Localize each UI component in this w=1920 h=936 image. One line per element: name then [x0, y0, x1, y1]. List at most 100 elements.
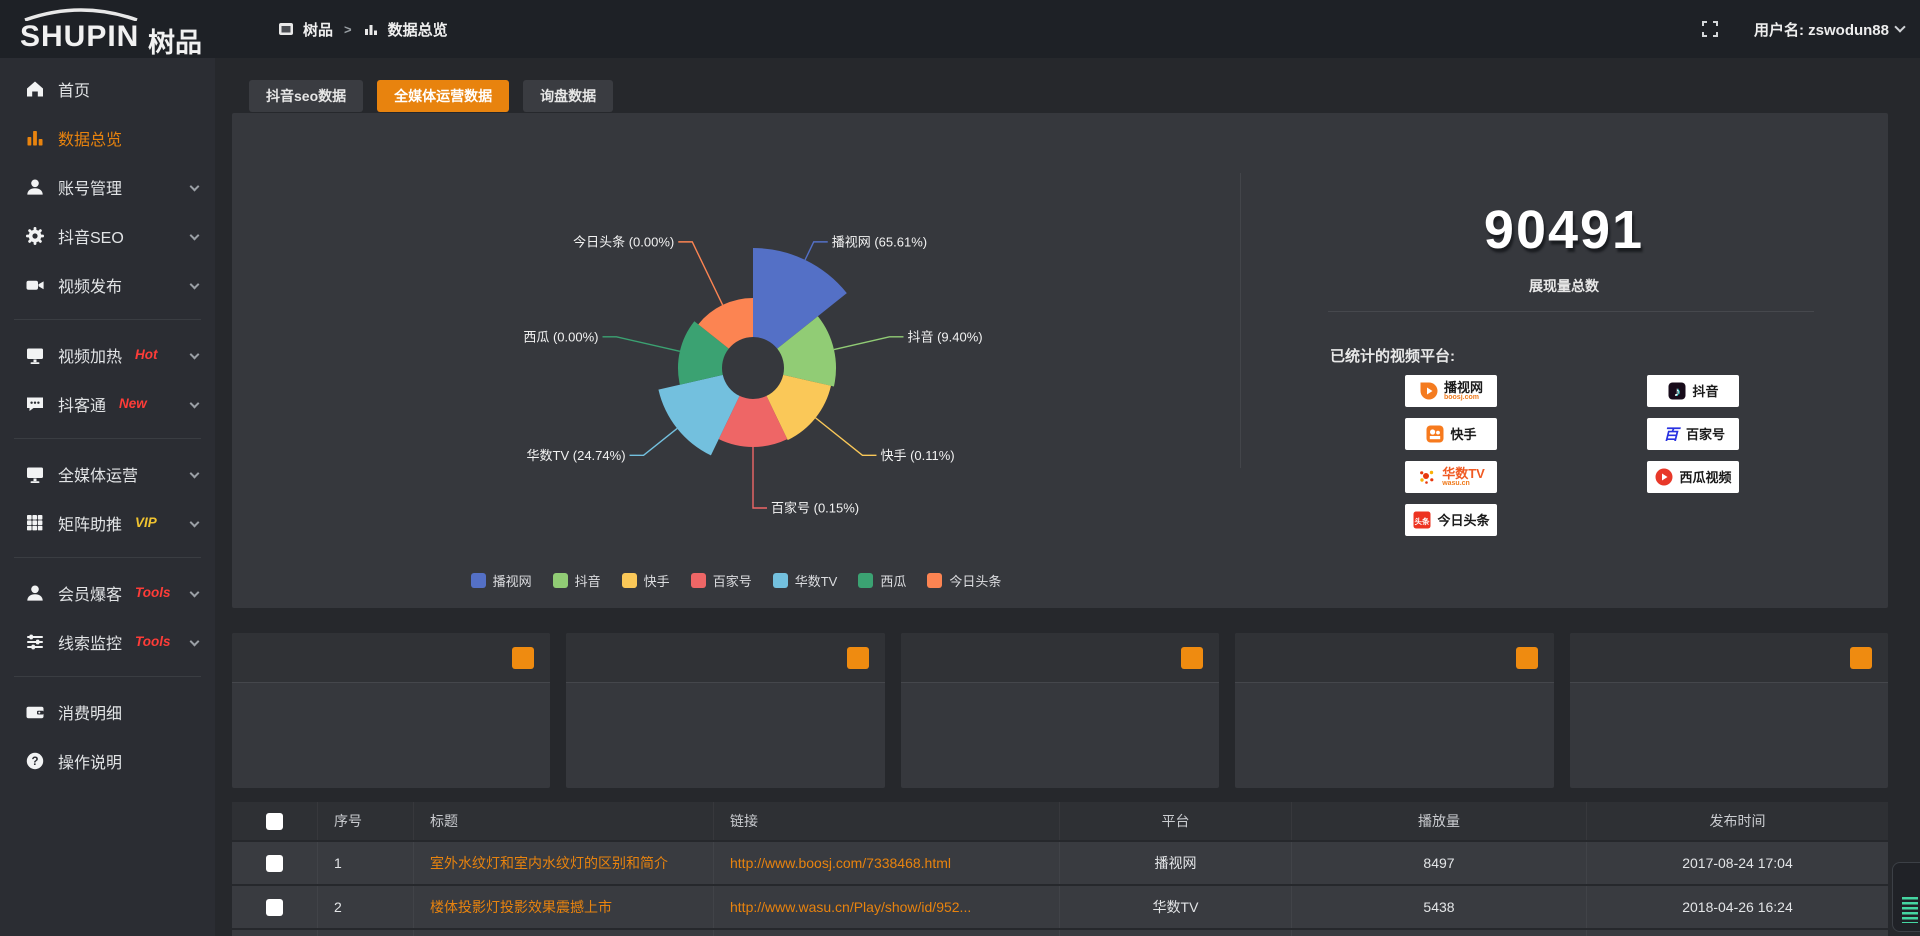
stat-card-1 — [232, 633, 551, 788]
pie-slice-今日头条[interactable] — [698, 298, 753, 349]
breadcrumb: 树品 > 数据总览 — [278, 0, 448, 58]
legend-item-百家号[interactable]: 百家号 — [690, 571, 752, 590]
legend-item-西瓜[interactable]: 西瓜 — [858, 571, 906, 590]
legend-item-华数TV[interactable]: 华数TV — [772, 571, 838, 590]
sidebar-item-12[interactable]: 消费明细 — [0, 687, 215, 736]
cell-title[interactable]: 室外水纹灯和室内水纹灯的区别和简介 — [414, 842, 714, 884]
cell-plays: 8497 — [1292, 842, 1587, 884]
pie-label-今日头条: 今日头条 (0.00%) — [573, 234, 674, 249]
topbar-right: 用户名: zswodun88 — [1700, 0, 1906, 58]
breadcrumb-item-home[interactable]: 树品 — [303, 21, 334, 39]
pie-slice-快手[interactable] — [766, 374, 831, 441]
sidebar-item-10[interactable]: 会员爆客 Tools — [0, 568, 215, 617]
sidebar-item-label: 抖音SEO — [58, 229, 124, 247]
pie-label-快手: 快手 (0.11%) — [880, 448, 954, 463]
legend-item-抖音[interactable]: 抖音 — [552, 571, 601, 590]
sidebar-item-9[interactable]: 矩阵助推 VIP — [0, 498, 215, 547]
pie-slice-华数TV[interactable] — [658, 374, 740, 456]
legend-label: 华数TV — [794, 574, 838, 589]
sidebar-item-3[interactable]: 账号管理 — [0, 162, 215, 211]
sidebar-item-label: 数据总览 — [58, 131, 123, 149]
sidebar-item-6[interactable]: 视频加热 Hot — [0, 330, 215, 379]
legend-label: 抖音 — [574, 574, 601, 589]
cell-link[interactable]: http://www.wasu.cn/Play/show/id/952... — [714, 886, 1060, 928]
stat-card-header — [1569, 633, 1888, 683]
svg-text:头条: 头条 — [1415, 516, 1431, 526]
sidebar-item-label: 账号管理 — [58, 180, 123, 198]
legend-label: 今日头条 — [949, 574, 1002, 589]
table-row-3 — [232, 928, 1888, 936]
legend-item-今日头条[interactable]: 今日头条 — [927, 571, 1001, 590]
user-menu[interactable]: 用户名: zswodun88 — [1754, 19, 1906, 40]
sidebar-item-7[interactable]: 抖客通 New — [0, 379, 215, 428]
row-checkbox[interactable] — [266, 898, 283, 916]
chevron-down-icon — [1894, 21, 1906, 33]
sidebar-item-label: 视频加热 — [58, 348, 123, 366]
sidebar-item-label: 矩阵助推 — [58, 516, 123, 534]
home-icon — [25, 79, 45, 99]
pie-slice-百家号[interactable] — [718, 395, 788, 447]
sidebar-item-2[interactable]: 数据总览 — [0, 113, 215, 162]
sidebar-item-tag: New — [119, 396, 147, 411]
sidebar-item-5[interactable]: 视频发布 — [0, 260, 215, 309]
tab-1[interactable]: 抖音seo数据 — [249, 80, 364, 112]
platform-chip-华数TV[interactable]: 华数TV wasu.cn — [1405, 461, 1497, 493]
cell-title[interactable]: 楼体投影灯投影效果震撼上市 — [414, 886, 714, 928]
sidebar-item-13[interactable]: ? 操作说明 — [0, 736, 215, 785]
top-bar: SHUPIN 树品 树品 > 数据总览 用户名: zswodun88 — [0, 0, 1920, 58]
cell-title[interactable] — [414, 930, 714, 936]
sidebar-item-11[interactable]: 线索监控 Tools — [0, 617, 215, 666]
legend-swatch — [772, 573, 788, 588]
select-all-checkbox[interactable] — [266, 812, 283, 830]
legend-item-播视网[interactable]: 播视网 — [470, 571, 532, 590]
cell-plays — [1292, 930, 1587, 936]
cell-link[interactable] — [714, 930, 1060, 936]
platform-chip-百家号[interactable]: 百百家号 — [1647, 418, 1739, 450]
platform-chip-今日头条[interactable]: 头条 今日头条 — [1405, 504, 1497, 536]
gear-icon — [25, 226, 45, 246]
column-header-4: 平台 — [1060, 802, 1292, 840]
pie-slice-西瓜[interactable] — [678, 321, 729, 385]
floating-widget[interactable] — [1892, 862, 1920, 932]
platform-chip-快手[interactable]: 快手 — [1405, 418, 1497, 450]
summary-area: 90491 展现量总数 已统计的视频平台: 播视网 boosj.com 快手 华数TV… — [1240, 113, 1888, 608]
logo-arc — [24, 8, 138, 21]
pie-slice-播视网[interactable] — [753, 248, 847, 349]
pie-label-line-华数TV — [629, 427, 678, 456]
app-logo: SHUPIN 树品 — [18, 6, 218, 58]
fullscreen-icon[interactable] — [1700, 19, 1720, 39]
total-badge[interactable] — [512, 646, 535, 669]
total-badge[interactable] — [846, 646, 869, 669]
chevron-down-icon — [189, 517, 200, 528]
boosj-logo-icon — [1419, 381, 1439, 401]
row-checkbox[interactable] — [266, 854, 283, 872]
tab-3[interactable]: 询盘数据 — [523, 80, 614, 112]
svg-text:百: 百 — [1663, 427, 1681, 444]
platform-chip-sublabel: boosj.com — [1443, 393, 1479, 401]
table-row-2: 2 楼体投影灯投影效果震撼上市 http://www.wasu.cn/Play/sh… — [232, 884, 1888, 928]
pie-slice-抖音[interactable] — [777, 316, 836, 387]
total-badge[interactable] — [1849, 646, 1872, 669]
sidebar-item-label: 视频发布 — [58, 278, 123, 296]
sidebar-item-1[interactable]: 首页 — [0, 64, 215, 113]
cell-link[interactable]: http://www.boosj.com/7338468.html — [714, 842, 1060, 884]
platform-chip-抖音[interactable]: ♪ 抖音 — [1647, 375, 1739, 407]
column-header-3: 链接 — [714, 802, 1060, 840]
total-badge[interactable] — [1515, 646, 1538, 669]
total-badge[interactable] — [1181, 646, 1204, 669]
platform-chip-label: 今日头条 — [1437, 512, 1490, 528]
legend-item-快手[interactable]: 快手 — [621, 571, 670, 590]
chevron-down-icon — [189, 279, 200, 290]
sidebar-item-label: 操作说明 — [58, 754, 123, 772]
sidebar-item-8[interactable]: 全媒体运营 — [0, 449, 215, 498]
platform-chip-西瓜视频[interactable]: 西瓜视频 — [1647, 461, 1739, 493]
platform-chip-label: 西瓜视频 — [1679, 469, 1732, 485]
platform-chip-播视网[interactable]: 播视网 boosj.com — [1405, 375, 1497, 407]
display-icon — [25, 345, 45, 365]
tab-2[interactable]: 全媒体运营数据 — [377, 80, 510, 112]
rose-pie-chart[interactable]: 播视网 (65.61%) 抖音 (9.40%) 快手 (0.11%) 百家号 (0.1… — [232, 113, 1240, 608]
pie-label-播视网: 播视网 (65.61%) — [832, 234, 927, 249]
sidebar-nav: 首页 数据总览 账号管理 抖音SEO 视频发布 视频加热 Hot 抖客通 New 全媒体运营 矩阵助… — [0, 64, 215, 785]
sidebar-item-4[interactable]: 抖音SEO — [0, 211, 215, 260]
chevron-down-icon — [189, 349, 200, 360]
